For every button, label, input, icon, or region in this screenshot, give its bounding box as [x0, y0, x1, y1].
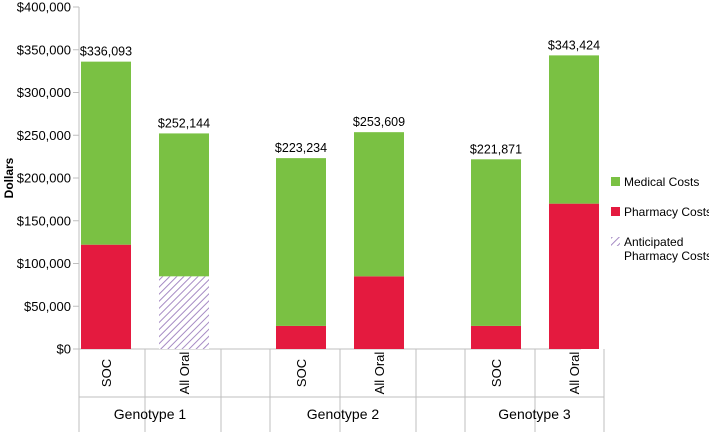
- legend-label-anticipated: Anticipated Pharmacy Costs: [624, 235, 709, 263]
- medical-costs-segment: [81, 61, 131, 245]
- legend-label-pharmacy: Pharmacy Costs: [624, 205, 709, 219]
- bar-total-label: $221,871: [470, 142, 522, 156]
- pharmacy-costs-segment: [81, 244, 131, 349]
- bar-total-label: $252,144: [158, 116, 210, 130]
- y-tick-label: $150,000: [17, 213, 71, 228]
- bar-category-label: SOC: [99, 359, 114, 387]
- bar-category-label: SOC: [294, 359, 309, 387]
- pharmacy-costs-segment: [354, 276, 404, 349]
- y-tick-label: $300,000: [17, 85, 71, 100]
- y-tick-label: $400,000: [17, 0, 71, 15]
- y-tick-label: $350,000: [17, 42, 71, 57]
- y-tick-label: $100,000: [17, 256, 71, 271]
- group-label: Genotype 3: [498, 406, 571, 422]
- medical-costs-segment: [354, 132, 404, 277]
- bar-category-label: All Oral: [567, 352, 582, 395]
- y-tick-label: $50,000: [24, 299, 71, 314]
- bar-category-label: SOC: [489, 359, 504, 387]
- bar-total-label: $253,609: [353, 115, 405, 129]
- group-label: Genotype 1: [114, 406, 187, 422]
- legend-swatch-anticipated: [611, 237, 620, 246]
- y-tick-label: $0: [57, 342, 71, 357]
- bar-category-label: All Oral: [372, 352, 387, 395]
- medical-costs-segment: [159, 133, 209, 277]
- medical-costs-segment: [549, 55, 599, 204]
- bar-category-label: All Oral: [177, 352, 192, 395]
- legend-swatch-medical: [611, 177, 620, 186]
- pharmacy-costs-segment: [549, 203, 599, 349]
- y-tick-label: $250,000: [17, 128, 71, 143]
- legend-swatch-pharmacy: [611, 207, 620, 216]
- bar-total-label: $343,424: [548, 38, 600, 52]
- y-tick-label: $200,000: [17, 171, 71, 186]
- bar-total-label: $223,234: [275, 141, 327, 155]
- group-label: Genotype 2: [307, 406, 380, 422]
- medical-costs-segment: [471, 159, 521, 326]
- pharmacy-costs-segment: [471, 325, 521, 349]
- legend-label-medical: Medical Costs: [624, 175, 699, 189]
- y-axis-title: Dollars: [2, 157, 16, 198]
- medical-costs-segment: [276, 158, 326, 326]
- anticipated-pharmacy-costs-segment: [159, 276, 209, 349]
- pharmacy-costs-segment: [276, 325, 326, 349]
- bar-total-label: $336,093: [80, 45, 132, 59]
